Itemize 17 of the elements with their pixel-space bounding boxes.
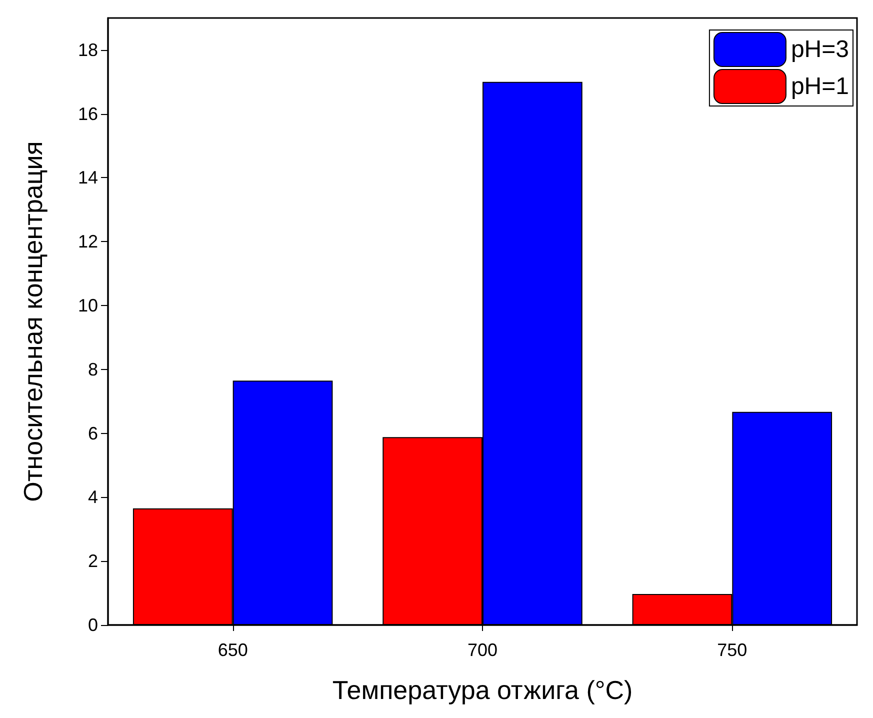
y-tick-label: 6 (88, 423, 98, 444)
y-tick-label: 16 (78, 104, 98, 124)
y-tick-label: 8 (88, 359, 98, 380)
y-tick-label: 12 (78, 232, 98, 252)
y-tick-label: 14 (78, 168, 98, 188)
x-tick-label: 750 (717, 640, 748, 660)
x-axis-title: Температура отжига (°C) (332, 675, 633, 705)
y-axis-title: Относительная концентрация (18, 141, 48, 502)
y-tick-label: 18 (78, 40, 98, 60)
y-tick-label: 4 (88, 487, 98, 508)
x-tick-label: 700 (467, 640, 498, 660)
legend-label: pH=3 (790, 36, 850, 63)
y-tick-label: 10 (78, 296, 98, 316)
legend-label: pH=1 (790, 73, 850, 100)
x-tick-label: 650 (218, 640, 248, 660)
y-tick-label: 0 (88, 615, 98, 635)
y-tick-label: 2 (88, 551, 98, 572)
